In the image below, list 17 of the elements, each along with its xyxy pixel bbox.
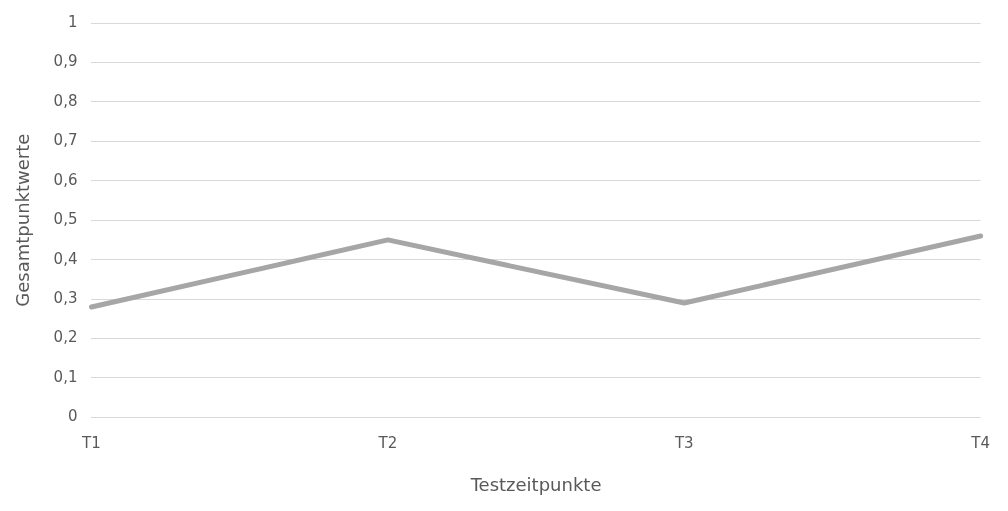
- y-tick-label: 0,6: [53, 170, 78, 189]
- x-tick-label: T3: [673, 434, 694, 453]
- y-tick-label: 0: [67, 407, 78, 426]
- x-tick-label: T2: [377, 434, 398, 453]
- y-tick-label: 0,5: [53, 210, 78, 229]
- y-tick-label: 1: [67, 12, 78, 31]
- x-tick-label: T1: [81, 434, 101, 453]
- y-tick-label: 0,7: [53, 131, 78, 150]
- y-tick-label: 0,4: [53, 249, 78, 268]
- y-axis-title: Gesamtpunktwerte: [12, 133, 34, 307]
- y-tick-label: 0,9: [53, 52, 78, 71]
- y-tick-label: 0,2: [53, 328, 78, 347]
- y-tick-label: 0,8: [53, 91, 78, 110]
- y-tick-label: 0,3: [53, 288, 78, 307]
- x-axis-title: Testzeitpunkte: [469, 473, 602, 495]
- y-tick-label: 0,1: [53, 367, 78, 386]
- x-tick-label: T4: [970, 434, 991, 453]
